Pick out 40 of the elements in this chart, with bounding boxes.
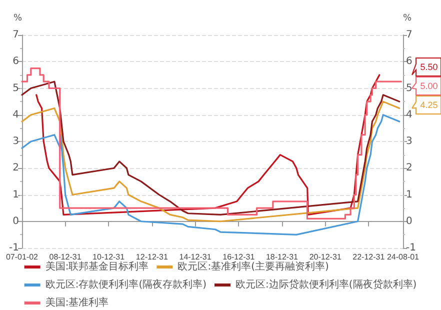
x-tick-label: 18-12-31 <box>266 252 299 262</box>
line-series <box>21 100 400 222</box>
y2-tick-label: 2 <box>406 162 412 174</box>
x-tick-label: 12-12-31 <box>136 252 169 262</box>
y-tick-label: 2 <box>12 162 19 174</box>
y-tick-label: 7 <box>12 30 19 40</box>
text: 5.50 <box>420 62 438 72</box>
legend-label: 欧元区:基准利率(主要再融资利率) <box>178 260 329 272</box>
y-axis-title: % <box>13 14 22 24</box>
y-tick-label: -1 <box>9 242 19 254</box>
text: 5.00 <box>420 80 438 91</box>
x-tick-label: 10-12-31 <box>92 252 126 262</box>
y2-tick-label: 4 <box>406 109 412 120</box>
y2-tick-label: 5 <box>406 82 412 94</box>
x-tick-label: 08-12-31 <box>49 252 82 262</box>
text: 4.25 <box>420 100 438 110</box>
y-tick-label: 6 <box>12 56 19 68</box>
y-tick-label: 5 <box>12 82 19 94</box>
x-tick-label: 20-12-31 <box>309 252 342 262</box>
legend-label: 美国:基准利率 <box>45 296 109 308</box>
x-tick-label: 14-12-31 <box>179 252 212 262</box>
y2-tick-label: 7 <box>406 30 412 40</box>
y2-tick-label: 6 <box>406 56 412 68</box>
line-series <box>21 114 400 236</box>
y2-tick-label: 0 <box>406 216 412 227</box>
y2-tick-label: 1 <box>406 189 412 200</box>
y-tick-label: 3 <box>12 136 19 147</box>
legend-label: 欧元区:边际贷款便利利率(隔夜贷款利率) <box>236 278 417 290</box>
x-tick-label: 24-08-01 <box>386 252 420 262</box>
legend-label: 美国:联邦基金目标利率 <box>45 260 149 272</box>
y2-tick-label: 3 <box>406 136 412 147</box>
y-tick-label: 0 <box>12 216 19 227</box>
legend-label: 欧元区:存款便利利率(隔夜存款利率) <box>45 278 207 290</box>
y2-axis-title: % <box>403 14 412 24</box>
x-tick-label: 22-12-31 <box>352 252 386 262</box>
x-tick-label: 16-12-31 <box>222 252 256 262</box>
y2-tick-label: -1 <box>406 242 416 254</box>
y-tick-label: 4 <box>12 109 19 120</box>
x-tick-label: 07-01-02 <box>6 252 39 262</box>
y-tick-label: 1 <box>12 189 19 200</box>
